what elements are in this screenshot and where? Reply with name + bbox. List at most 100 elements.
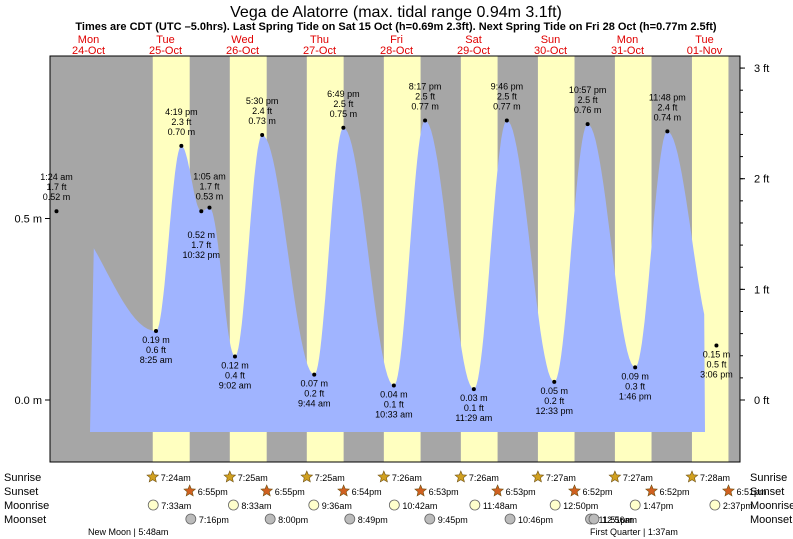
tide-height-m-label: 0.04 m — [380, 389, 408, 399]
tide-point — [665, 129, 670, 134]
almanac-label-right: Sunrise — [750, 472, 787, 484]
day-name: Thu — [310, 34, 329, 46]
tide-height-m-label: 0.12 m — [221, 360, 249, 370]
tide-height-ft-label: 2.5 ft — [578, 95, 599, 105]
sunset-icon — [260, 484, 274, 497]
tide-height-m-label: 0.53 m — [196, 192, 224, 202]
tide-time-label: 10:57 pm — [569, 85, 607, 95]
tide-area — [90, 120, 705, 432]
sunrise-icon — [223, 470, 237, 483]
tide-height-ft-label: 0.1 ft — [464, 403, 485, 413]
almanac-label-right: Moonrise — [750, 500, 793, 512]
tide-height-ft-label: 2.5 ft — [333, 99, 354, 109]
tide-point — [471, 387, 476, 392]
day-name: Mon — [617, 34, 638, 46]
tide-height-m-label: 0.19 m — [142, 335, 170, 345]
tide-height-ft-label: 0.2 ft — [304, 389, 325, 399]
y-left-tick-label: 0.5 m — [14, 214, 42, 226]
day-date: 31-Oct — [611, 45, 644, 57]
y-right-tick-label: 1 ft — [754, 284, 769, 296]
sunset-time: 6:54pm — [352, 487, 382, 497]
sunset-icon — [568, 484, 581, 497]
y-left-tick-label: 0.0 m — [14, 395, 42, 407]
moon-phase-first-quarter: First Quarter | 1:37am — [590, 527, 678, 537]
sunrise-icon — [377, 470, 391, 483]
tide-time-label: 10:33 am — [375, 409, 413, 419]
y-right-tick-label: 3 ft — [754, 63, 769, 75]
moonrise-icon — [388, 499, 400, 511]
almanac-label-left: Sunrise — [4, 472, 41, 484]
moonrise-time: 9:36am — [322, 501, 352, 511]
tide-height-ft-label: 0.3 ft — [625, 381, 646, 391]
moonrise-time: 7:33am — [161, 501, 191, 511]
tide-height-ft-label: 1.7 ft — [46, 182, 67, 192]
tide-height-m-label: 0.05 m — [541, 386, 569, 396]
tide-point — [552, 379, 557, 384]
tide-time-label: 12:33 pm — [535, 406, 573, 416]
sunset-icon — [722, 484, 735, 497]
tide-point — [260, 133, 265, 138]
day-date: 25-Oct — [149, 45, 182, 57]
tide-time-label: 1:24 am — [40, 172, 73, 182]
sunrise-time: 7:27am — [546, 473, 576, 483]
moonset-time: 7:16pm — [199, 515, 229, 525]
tide-height-m-label: 0.52 m — [43, 192, 71, 202]
plot-frame — [49, 55, 741, 463]
tide-height-m-label: 0.15 m — [703, 350, 731, 360]
tide-time-label: 8:25 am — [140, 355, 173, 365]
sunrise-icon — [608, 470, 622, 483]
moonset-icon — [504, 513, 516, 525]
tide-time-label: 1:46 pm — [619, 391, 652, 401]
sunset-time: 6:53pm — [506, 487, 536, 497]
moonset-icon — [588, 513, 600, 525]
tide-point — [232, 354, 237, 359]
moonset-time: 8:49pm — [358, 515, 388, 525]
tide-point — [423, 118, 428, 123]
tide-height-m-label: 0.09 m — [621, 371, 649, 381]
tide-time-label: 11:29 am — [455, 413, 492, 423]
tide-height-m-label: 0.70 m — [168, 127, 196, 137]
sunrise-icon — [685, 470, 699, 483]
sunset-time: 6:51pm — [736, 487, 766, 497]
moonset-icon — [185, 513, 197, 525]
sunset-icon — [645, 484, 658, 497]
tide-height-m-label: 0.77 m — [493, 101, 521, 111]
tide-height-ft-label: 0.1 ft — [384, 399, 405, 409]
tide-height-ft-label: 2.3 ft — [171, 117, 192, 127]
sunset-time: 6:55pm — [198, 487, 228, 497]
tide-height-ft-label: 2.4 ft — [252, 106, 273, 116]
tide-point — [312, 372, 317, 377]
tide-point — [341, 125, 346, 130]
sunset-icon — [337, 484, 351, 497]
moonrise-icon — [629, 499, 641, 511]
sunset-time: 6:53pm — [429, 487, 459, 497]
tide-time-label: 6:49 pm — [327, 89, 360, 99]
moonrise-icon — [147, 499, 159, 511]
sunrise-icon — [146, 470, 160, 483]
day-name: Tue — [156, 34, 175, 46]
moonrise-time: 12:50pm — [563, 501, 598, 511]
moonrise-icon — [308, 499, 320, 511]
tide-height-ft-label: 2.4 ft — [657, 102, 678, 112]
almanac-label-left: Sunset — [4, 486, 38, 498]
tide-point — [207, 205, 212, 210]
tide-point — [199, 209, 204, 214]
tide-point — [585, 122, 590, 127]
sunrise-icon — [531, 470, 545, 483]
sunset-icon — [183, 484, 197, 497]
day-date: 27-Oct — [303, 45, 336, 57]
tide-point — [391, 383, 396, 388]
day-name: Sat — [465, 34, 482, 46]
tide-height-ft-label: 2.5 ft — [497, 91, 518, 101]
y-right-tick-label: 2 ft — [754, 174, 769, 186]
moonrise-time: 8:33am — [241, 501, 271, 511]
tide-height-m-label: 0.07 m — [300, 379, 328, 389]
sunrise-time: 7:25am — [238, 473, 268, 483]
almanac-label-right: Moonset — [750, 514, 792, 526]
sunset-time: 6:55pm — [275, 487, 305, 497]
day-date: 29-Oct — [457, 45, 490, 57]
moonset-icon — [264, 513, 276, 525]
almanac-label-left: Moonset — [4, 514, 46, 526]
moonset-icon — [424, 513, 436, 525]
